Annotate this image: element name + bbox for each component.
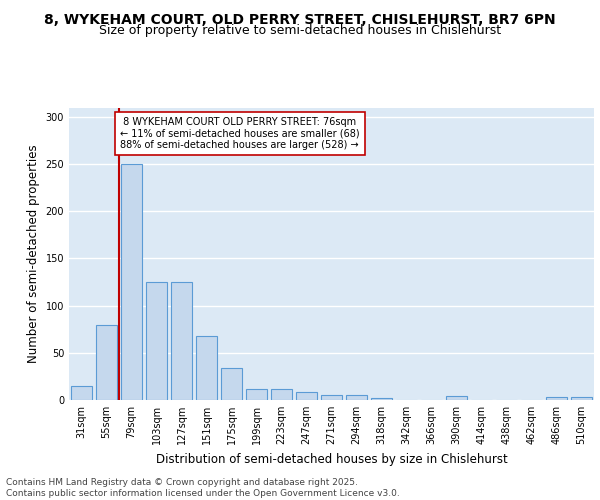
Text: 8 WYKEHAM COURT OLD PERRY STREET: 76sqm
← 11% of semi-detached houses are smalle: 8 WYKEHAM COURT OLD PERRY STREET: 76sqm … bbox=[120, 117, 360, 150]
Bar bbox=[71, 386, 92, 400]
Bar bbox=[296, 392, 317, 400]
Bar bbox=[546, 397, 567, 400]
X-axis label: Distribution of semi-detached houses by size in Chislehurst: Distribution of semi-detached houses by … bbox=[155, 452, 508, 466]
Bar bbox=[196, 336, 217, 400]
Y-axis label: Number of semi-detached properties: Number of semi-detached properties bbox=[27, 144, 40, 363]
Bar bbox=[171, 282, 192, 400]
Bar bbox=[446, 396, 467, 400]
Bar bbox=[221, 368, 242, 400]
Text: Size of property relative to semi-detached houses in Chislehurst: Size of property relative to semi-detach… bbox=[99, 24, 501, 37]
Bar bbox=[571, 397, 592, 400]
Bar bbox=[121, 164, 142, 400]
Bar bbox=[246, 388, 267, 400]
Bar bbox=[371, 398, 392, 400]
Text: Contains HM Land Registry data © Crown copyright and database right 2025.
Contai: Contains HM Land Registry data © Crown c… bbox=[6, 478, 400, 498]
Bar bbox=[271, 388, 292, 400]
Bar bbox=[346, 396, 367, 400]
Bar bbox=[146, 282, 167, 400]
Bar bbox=[321, 396, 342, 400]
Text: 8, WYKEHAM COURT, OLD PERRY STREET, CHISLEHURST, BR7 6PN: 8, WYKEHAM COURT, OLD PERRY STREET, CHIS… bbox=[44, 12, 556, 26]
Bar bbox=[96, 324, 117, 400]
